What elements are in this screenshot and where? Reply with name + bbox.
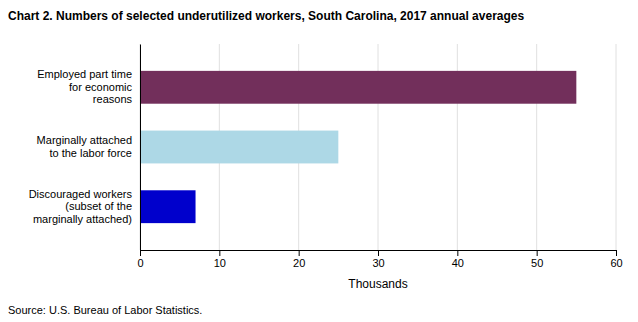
x-tick: 20 <box>293 250 305 269</box>
y-tick-label-line: (subset of the <box>65 200 132 212</box>
chart: Chart 2. Numbers of selected underutiliz… <box>0 0 638 322</box>
x-axis: 0 10 20 30 40 50 60 <box>137 250 622 269</box>
x-tick-label: 0 <box>137 257 143 269</box>
x-axis-line <box>141 251 617 257</box>
x-tick-mark <box>537 250 538 256</box>
y-tick-label-line: Discouraged workers <box>29 188 133 200</box>
x-tick-label: 60 <box>610 257 622 269</box>
y-tick-label: Employed part timefor economicreasons <box>37 68 132 105</box>
bar <box>140 190 196 223</box>
y-tick-label-line: Marginally attached <box>37 134 132 146</box>
grid <box>140 44 616 250</box>
x-tick-mark <box>219 250 220 256</box>
grid-line <box>140 44 141 250</box>
x-tick-label: 50 <box>531 257 543 269</box>
x-tick-label: 20 <box>293 257 305 269</box>
title: Chart 2. Numbers of selected underutiliz… <box>8 9 524 23</box>
x-tick: 50 <box>531 250 543 269</box>
x-tick-label: 30 <box>372 257 384 269</box>
y-tick-label-line: marginally attached) <box>33 213 132 225</box>
x-tick: 60 <box>610 250 622 269</box>
x-tick-label: 10 <box>214 257 226 269</box>
x-tick: 10 <box>214 250 226 269</box>
x-tick-mark <box>457 250 458 256</box>
y-tick-label: Discouraged workers(subset of themargina… <box>29 188 133 225</box>
x-tick-mark <box>378 250 379 256</box>
x-tick: 40 <box>452 250 464 269</box>
x-tick-mark <box>616 250 617 256</box>
y-axis: Discouraged workers(subset of themargina… <box>29 45 141 251</box>
y-tick-label-line: to the labor force <box>49 147 132 159</box>
y-tick: Marginally attachedto the labor force <box>37 134 132 159</box>
x-tick-mark <box>140 250 141 256</box>
y-tick-label-line: reasons <box>93 93 133 105</box>
x-tick: 0 <box>137 250 143 269</box>
x-tick-mark <box>299 250 300 256</box>
y-tick-label: Marginally attachedto the labor force <box>37 134 132 159</box>
bar <box>140 71 576 104</box>
grid-line <box>616 44 617 250</box>
bar <box>140 131 338 164</box>
y-axis-line <box>140 45 141 251</box>
x-axis-title: Thousands <box>348 277 407 291</box>
x-tick-label: 40 <box>452 257 464 269</box>
y-tick: Employed part timefor economicreasons <box>37 68 132 105</box>
y-tick-label-line: Employed part time <box>37 68 132 80</box>
y-tick: Discouraged workers(subset of themargina… <box>29 188 133 225</box>
bars <box>140 71 576 223</box>
source: Source: U.S. Bureau of Labor Statistics. <box>8 304 202 316</box>
x-tick: 30 <box>372 250 384 269</box>
y-tick-label-line: for economic <box>69 81 132 93</box>
